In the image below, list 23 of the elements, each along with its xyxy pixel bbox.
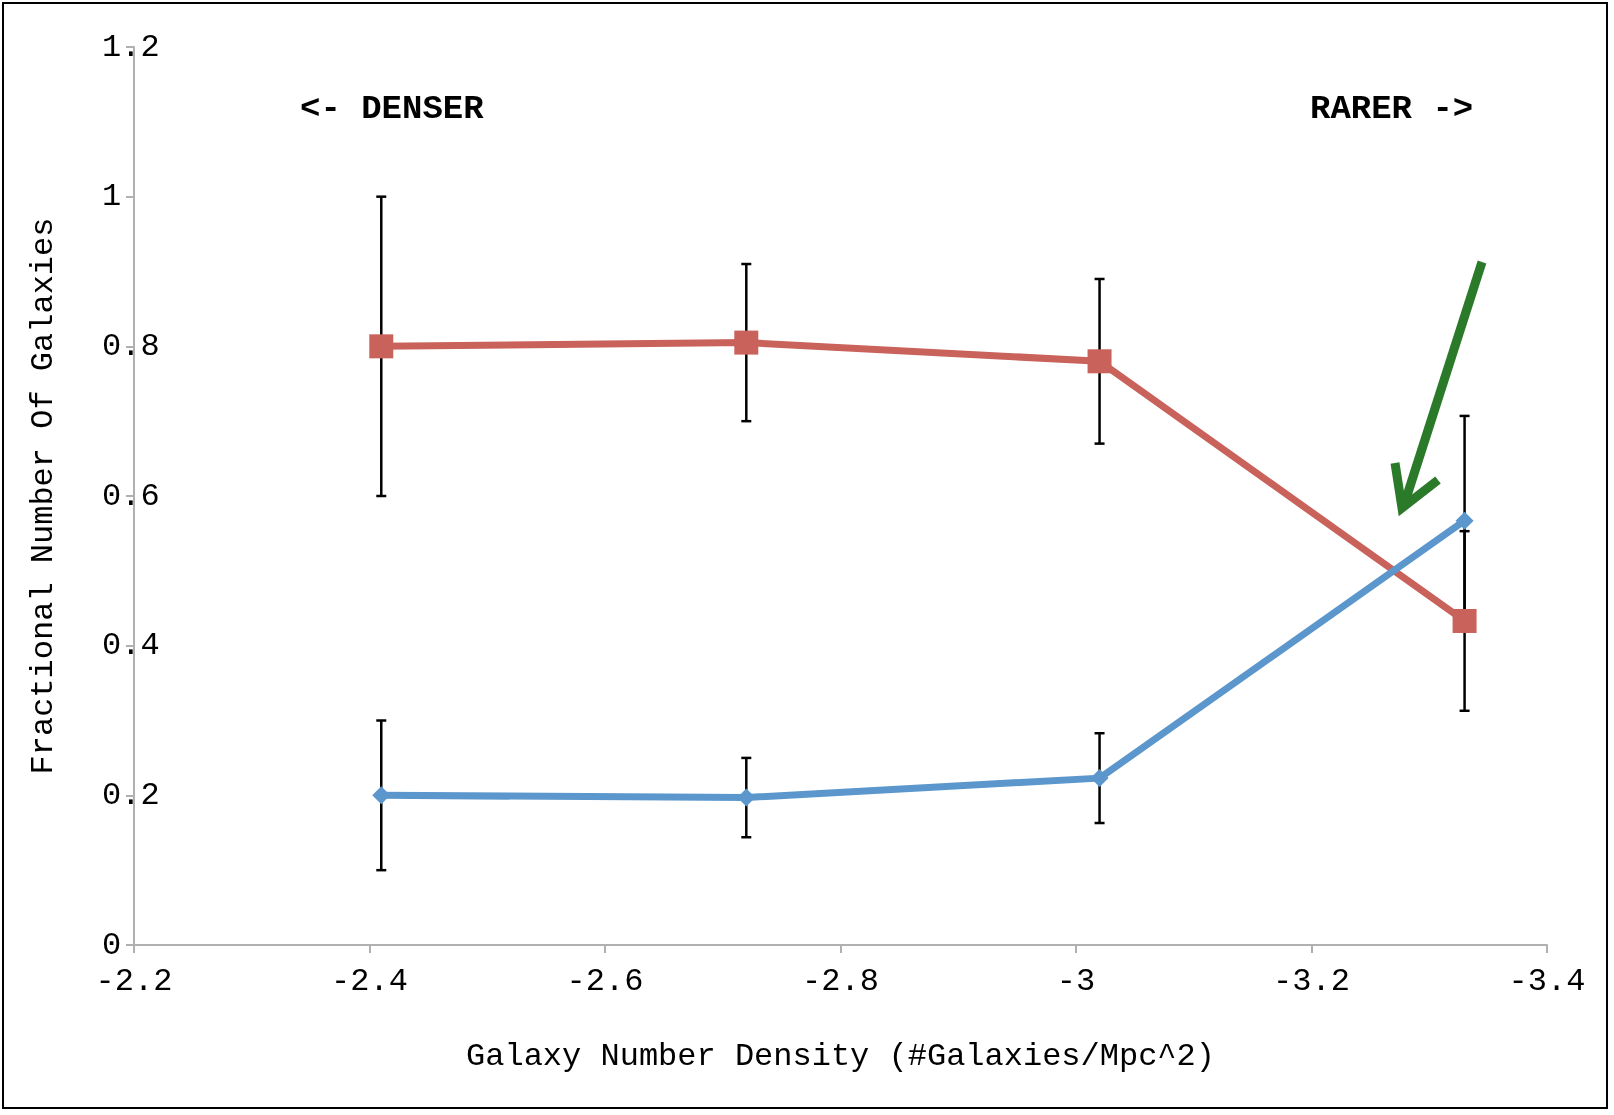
x-tick-label: -3.4 — [1508, 962, 1586, 1000]
x-tick-label: -2.6 — [566, 962, 644, 1000]
y-tick-label: 0.8 — [102, 327, 160, 365]
x-tick-label: -2.8 — [802, 962, 879, 1000]
y-tick-label: 0 — [102, 926, 122, 964]
annotation: RARER -> — [1310, 90, 1474, 128]
x-tick-label: -3.2 — [1273, 962, 1350, 1000]
point — [369, 334, 394, 359]
x-tick-label: -2.4 — [331, 962, 408, 1000]
y-tick-label: 1 — [102, 178, 122, 216]
point — [1455, 511, 1474, 530]
x-tick-label: -3 — [1056, 962, 1096, 1000]
y-tick-label: 1.2 — [102, 28, 160, 66]
y-tick-label: 0.6 — [102, 477, 160, 515]
annotation: <- DENSER — [300, 90, 485, 128]
point — [1452, 608, 1477, 633]
y-tick-label: 0.4 — [102, 627, 160, 665]
y-axis-title: Fractional Number Of Galaxies — [24, 217, 62, 775]
x-tick-label: -2.2 — [95, 962, 173, 1000]
point — [1087, 349, 1112, 374]
y-tick-label: 0.2 — [102, 776, 160, 814]
x-axis-title: Galaxy Number Density (#Galaxies/Mpc^2) — [466, 1037, 1215, 1075]
point — [734, 330, 759, 355]
